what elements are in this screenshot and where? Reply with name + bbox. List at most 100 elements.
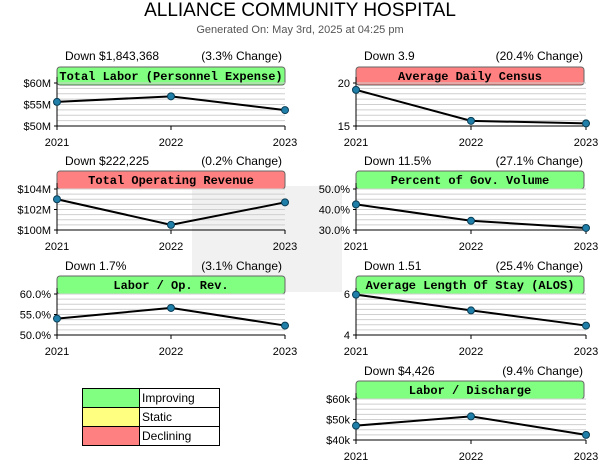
y-tick-label: 20 — [338, 78, 350, 90]
y-tick-label: 40.0% — [319, 205, 350, 217]
percent-change-text: (25.4% Change) — [496, 259, 583, 273]
percent-change-text: (20.4% Change) — [496, 49, 583, 63]
y-tick-label: $60M — [23, 78, 51, 90]
x-tick-label: 2022 — [459, 451, 483, 463]
chart-2: Down $222,225 (0.2% Change) Total Operatin… — [17, 154, 297, 253]
gridlines — [57, 82, 285, 127]
data-point — [352, 421, 360, 430]
status-legend: Improving Static Declining — [82, 388, 220, 446]
x-tick-label: 2021 — [344, 241, 368, 253]
x-tick-label: 2021 — [344, 451, 368, 463]
x-tick-label: 2023 — [574, 241, 598, 253]
legend-swatch-improving — [83, 389, 140, 407]
percent-change-text: (3.1% Change) — [201, 259, 282, 273]
y-tick-label: $102M — [17, 205, 51, 217]
percent-change-text: (0.2% Change) — [201, 154, 282, 168]
x-tick-label: 2021 — [45, 137, 69, 149]
y-tick-label: 30.0% — [319, 225, 350, 237]
data-point — [582, 223, 590, 232]
chart-title: Labor / Discharge — [409, 384, 531, 398]
data-point — [467, 116, 475, 125]
x-tick-label: 2023 — [273, 346, 297, 358]
report-title: ALLIANCE COMMUNITY HOSPITAL — [144, 0, 456, 21]
chart-title: Average Daily Census — [398, 70, 542, 84]
y-tick-label: $104M — [17, 184, 51, 196]
x-tick-label: 2021 — [45, 346, 69, 358]
data-point — [582, 119, 590, 128]
percent-change-text: (9.4% Change) — [502, 364, 583, 378]
legend-swatch-declining — [83, 427, 140, 445]
x-tick-label: 2021 — [344, 346, 368, 358]
percent-change-text: (27.1% Change) — [496, 154, 583, 168]
data-point — [53, 97, 61, 106]
change-text: Down 1.51 — [364, 259, 422, 273]
y-tick-label: $50M — [23, 121, 51, 133]
x-tick-label: 2022 — [159, 137, 183, 149]
y-tick-label: $55M — [23, 100, 51, 112]
gridlines — [356, 293, 586, 336]
legend-swatch-static — [83, 408, 140, 426]
chart-3: Down 11.5% (27.1% Change) Percent of Gov. … — [319, 154, 598, 253]
x-tick-label: 2022 — [459, 241, 483, 253]
y-tick-label: $50k — [326, 415, 350, 427]
change-text: Down $222,225 — [65, 154, 149, 168]
report-subtitle: Generated On: May 3rd, 2025 at 04:25 pm — [196, 24, 404, 36]
data-point — [352, 290, 360, 299]
data-point — [281, 198, 289, 207]
chart-1: Down 3.9 (20.4% Change) Average Daily Cens… — [338, 49, 598, 149]
y-tick-label: 50.0% — [319, 184, 350, 196]
data-point — [467, 216, 475, 225]
legend-label: Static — [142, 410, 173, 424]
percent-change-text: (3.3% Change) — [201, 49, 282, 63]
chart-title: Total Operating Revenue — [88, 174, 254, 188]
data-point — [53, 314, 61, 323]
x-tick-label: 2021 — [344, 137, 368, 149]
data-point — [352, 85, 360, 94]
change-text: Down $4,426 — [364, 364, 435, 378]
x-tick-label: 2023 — [574, 137, 598, 149]
data-point — [582, 321, 590, 330]
x-tick-label: 2023 — [574, 451, 598, 463]
data-point — [352, 200, 360, 209]
y-tick-label: $40k — [326, 435, 350, 447]
chart-title: Percent of Gov. Volume — [391, 174, 549, 188]
data-point — [53, 195, 61, 204]
change-text: Down $1,843,368 — [65, 49, 159, 63]
chart-title: Total Labor (Personnel Expense) — [59, 70, 282, 84]
chart-title: Labor / Op. Rev. — [113, 279, 228, 293]
x-tick-label: 2022 — [159, 346, 183, 358]
chart-title-banner — [355, 66, 585, 86]
data-point — [281, 321, 289, 330]
change-text: Down 3.9 — [364, 49, 415, 63]
change-text: Down 1.7% — [65, 259, 127, 273]
legend-label: Improving — [142, 391, 195, 405]
chart-4: Down 1.7% (3.1% Change) Labor / Op. Rev. 50… — [20, 259, 297, 358]
legend-item-declining: Declining — [83, 427, 219, 446]
chart-5: Down 1.51 (25.4% Change) Average Length Of… — [344, 259, 598, 358]
x-tick-label: 2021 — [45, 241, 69, 253]
data-point — [582, 430, 590, 439]
y-tick-label: 60.0% — [20, 289, 51, 301]
legend-item-improving: Improving — [83, 389, 219, 408]
watermark-logo — [192, 186, 342, 292]
data-point — [467, 412, 475, 421]
chart-title: Average Length Of Stay (ALOS) — [366, 279, 575, 293]
data-point — [281, 106, 289, 115]
chart-0: Down $1,843,368 (3.3% Change) Total Labor … — [23, 49, 297, 149]
chart-6: Down $4,426 (9.4% Change) Labor / Discharg… — [326, 364, 598, 463]
chart-title-banner — [56, 66, 286, 86]
y-tick-label: 6 — [344, 289, 350, 301]
data-point — [167, 220, 175, 229]
x-tick-label: 2022 — [159, 241, 183, 253]
legend-item-static: Static — [83, 408, 219, 427]
x-tick-label: 2022 — [459, 137, 483, 149]
y-tick-label: 55.0% — [20, 310, 51, 322]
x-tick-label: 2022 — [459, 346, 483, 358]
data-point — [167, 92, 175, 101]
y-tick-label: 50.0% — [20, 330, 51, 342]
x-tick-label: 2023 — [273, 241, 297, 253]
y-tick-label: $100M — [17, 225, 51, 237]
data-point — [467, 306, 475, 315]
y-tick-label: 15 — [338, 121, 350, 133]
